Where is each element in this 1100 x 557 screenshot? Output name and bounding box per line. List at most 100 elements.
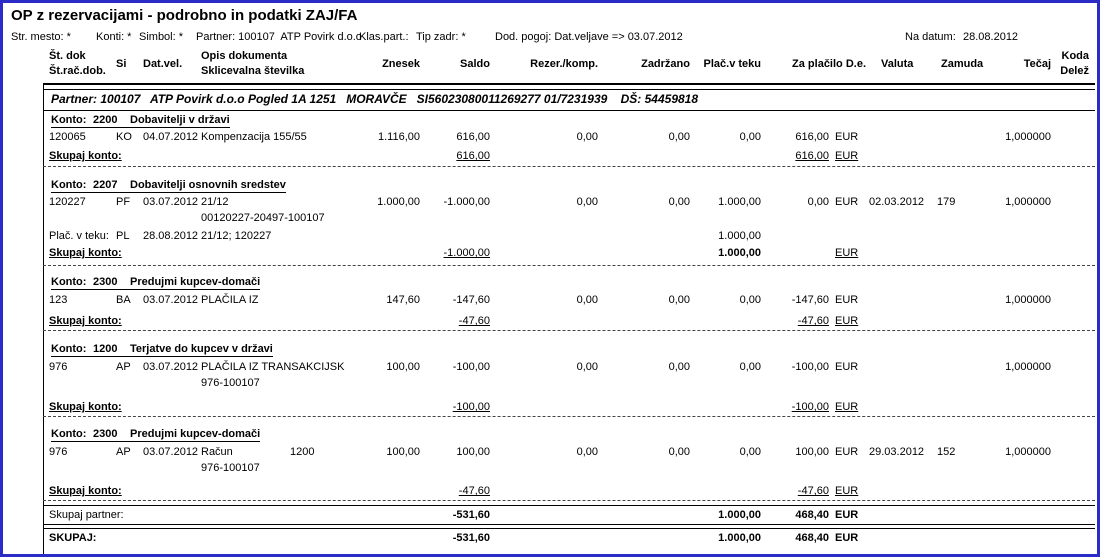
cell-plac-v-teku: 0,00	[739, 131, 761, 143]
na-datum-value: 28.08.2012	[963, 31, 1019, 43]
cell-saldo: -1.000,00	[443, 196, 490, 208]
cell-sklicevalna: 976-100107	[201, 377, 260, 389]
skupaj-saldo: -100,00	[452, 401, 490, 413]
na-datum-label: Na datum:	[905, 31, 956, 43]
konto-label: Konto:	[51, 114, 87, 126]
cell-znesek: 100,00	[386, 361, 420, 373]
header-separator-line	[43, 83, 1095, 85]
konto-label: Konto:	[51, 179, 87, 191]
cell-valuta: 29.03.2012	[869, 446, 925, 458]
col-header-znesek: Znesek	[382, 58, 420, 70]
skupaj-konto-label: Skupaj konto:	[49, 401, 122, 413]
col-header-zamuda: Zamuda	[941, 58, 984, 70]
cell-dat-vel: 03.07.2012	[143, 294, 199, 306]
cell-rezer: 0,00	[576, 294, 598, 306]
cell-zadrzano: 0,00	[668, 131, 690, 143]
cell-tecaj: 1,000000	[1005, 446, 1051, 458]
skupaj-konto-label: Skupaj konto:	[49, 150, 122, 162]
cell-tecaj: 1,000000	[1005, 196, 1051, 208]
cell-sklicevalna: 976-100107	[201, 462, 260, 474]
col-header-rezer-komp: Rezer./komp.	[530, 58, 598, 70]
konto-number: 2300	[93, 276, 118, 288]
grand-total-double-line	[43, 524, 1095, 529]
cell-znesek: 147,60	[386, 294, 420, 306]
skupaj-plac-v-teku: 1.000,00	[718, 247, 761, 259]
col-header-si: Si	[116, 58, 127, 70]
cell-tecaj: 1,000000	[1005, 131, 1051, 143]
grand-total-currency: EUR	[835, 532, 859, 544]
cell-plac-v-teku: 0,00	[739, 294, 761, 306]
cell-saldo: 616,00	[456, 131, 490, 143]
cell-saldo: 100,00	[456, 446, 490, 458]
col-header-sklicevalna: Sklicevalna številka	[201, 65, 305, 77]
cell-za-placilo: -147,60	[791, 294, 829, 306]
konto-number: 2207	[93, 179, 118, 191]
konto-label: Konto:	[51, 343, 87, 355]
cell-valuta: 02.03.2012	[869, 196, 925, 208]
cell-currency: EUR	[835, 361, 859, 373]
cell-za-placilo: 616,00	[795, 131, 829, 143]
cell-dat-vel: 28.08.2012	[143, 230, 199, 242]
cell-za-placilo: -100,00	[791, 361, 829, 373]
cell-zamuda: 152	[937, 446, 956, 458]
filter-dod-pogoj: Dod. pogoj: Dat.veljave => 03.07.2012	[495, 31, 683, 43]
cell-tecaj: 1,000000	[1005, 294, 1051, 306]
partner-total-top-line	[43, 505, 1095, 506]
cell-si: PF	[116, 196, 131, 208]
konto-header-row: Konto: 2200 Dobavitelji v državi	[51, 114, 230, 128]
filter-konti: Konti: *	[96, 31, 132, 43]
plac-v-teku-label: Plač. v teku:	[49, 230, 109, 242]
cell-si: AP	[116, 361, 131, 373]
skupaj-konto-label: Skupaj konto:	[49, 485, 122, 497]
report-title: OP z rezervacijami - podrobno in podatki…	[11, 7, 358, 24]
skupaj-za-placilo: -47,60	[797, 485, 829, 497]
cell-rezer: 0,00	[576, 131, 598, 143]
filter-simbol: Simbol: *	[139, 31, 184, 43]
cell-zadrzano: 0,00	[668, 294, 690, 306]
filter-str-mesto: Str. mesto: *	[11, 31, 71, 43]
cell-st-dok: 120065	[49, 131, 86, 143]
grand-total-za-placilo: 468,40	[795, 532, 829, 544]
konto-header-row: Konto: 2300 Predujmi kupcev-domači	[51, 428, 261, 442]
skupaj-konto-label: Skupaj konto:	[49, 247, 122, 259]
konto-number: 2200	[93, 114, 118, 126]
col-header-za-placilo: Za plačilo D.e.	[792, 58, 866, 70]
cell-opis: PLAČILA IZ TRANSAKCIJSK	[201, 361, 345, 373]
skupaj-za-placilo: -100,00	[791, 401, 829, 413]
grand-total-label: SKUPAJ:	[49, 532, 97, 544]
skupaj-konto-label: Skupaj konto:	[49, 315, 122, 327]
cell-currency: EUR	[835, 294, 859, 306]
section-divider-dashed	[43, 416, 1095, 417]
cell-saldo: -100,00	[452, 361, 490, 373]
cell-za-placilo: 100,00	[795, 446, 829, 458]
cell-opis: Račun	[201, 446, 233, 458]
col-header-st-rac-dob: Št.rač.dob.	[49, 65, 106, 77]
cell-znesek: 1.000,00	[377, 196, 420, 208]
col-header-delez: Delež	[1060, 65, 1089, 77]
cell-zadrzano: 0,00	[668, 361, 690, 373]
konto-number: 1200	[93, 343, 118, 355]
skupaj-saldo: -47,60	[458, 485, 490, 497]
partner-total-plac: 1.000,00	[718, 509, 761, 521]
cell-opis: 21/12	[201, 196, 229, 208]
cell-opis: PLAČILA IZ	[201, 294, 259, 306]
cell-rezer: 0,00	[576, 361, 598, 373]
cell-zamuda: 179	[937, 196, 956, 208]
cell-rezer: 0,00	[576, 196, 598, 208]
konto-header-row: Konto: 2207 Dobavitelji osnovnih sredstev	[51, 179, 286, 193]
cell-zadrzano: 0,00	[668, 446, 690, 458]
cell-currency: EUR	[835, 131, 859, 143]
skupaj-currency: EUR	[835, 315, 859, 327]
konto-header-row: Konto: 1200 Terjatve do kupcev v državi	[51, 343, 273, 357]
cell-dat-vel: 03.07.2012	[143, 196, 199, 208]
skupaj-za-placilo: -47,60	[797, 315, 829, 327]
cell-plac-v-teku: 0,00	[739, 361, 761, 373]
cell-si: AP	[116, 446, 131, 458]
skupaj-saldo: 616,00	[456, 150, 490, 162]
cell-protikonto: 1200	[290, 446, 315, 458]
section-divider-dashed	[43, 500, 1095, 501]
cell-saldo: -147,60	[452, 294, 490, 306]
section-divider-dashed	[43, 265, 1095, 266]
col-header-tecaj: Tečaj	[1023, 58, 1051, 70]
